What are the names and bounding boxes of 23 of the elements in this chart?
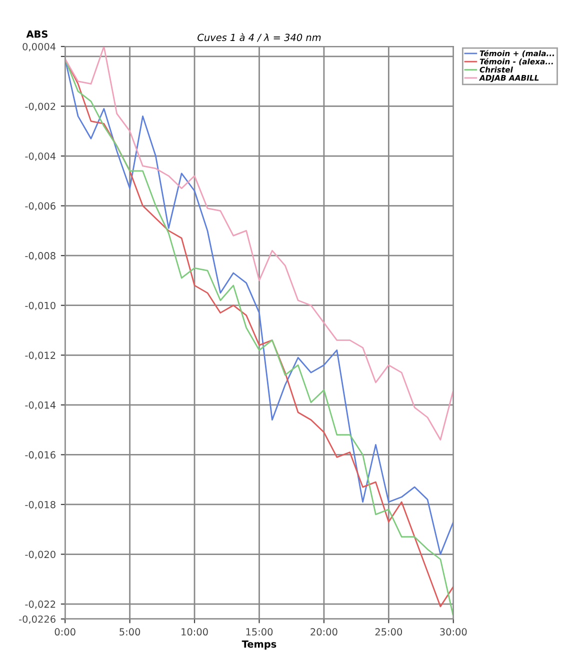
y-tick-label: -0,012 — [25, 352, 56, 360]
y-tick-label: -0,018 — [25, 500, 56, 510]
x-tick-label: 5:00 — [120, 628, 140, 636]
y-tick-label: -0,006 — [25, 202, 56, 211]
y-tick-label: -0,016 — [25, 451, 56, 460]
y-tick-label: -0,004 — [25, 152, 56, 161]
y-axis-title: ABS — [26, 30, 48, 38]
y-tick-label: 0,0004 — [22, 42, 56, 52]
chart-title: Cuves 1 à 4 / λ = 340 nm — [198, 33, 321, 42]
y-tick-label: -0,022 — [25, 600, 56, 609]
y-tick-label: -0,014 — [25, 401, 56, 410]
y-tick-label: -0,008 — [25, 252, 56, 260]
x-tick-label: 15:00 — [246, 628, 273, 636]
x-tick-label: 0:00 — [54, 628, 76, 636]
y-tick-label: -0,010 — [25, 302, 56, 310]
x-tick-label: 25:00 — [375, 628, 402, 636]
y-tick-label: -0,002 — [25, 102, 56, 112]
x-axis-title: Temps — [242, 640, 276, 650]
y-tick-label: -0,020 — [25, 550, 56, 560]
y-tick-label: -0,0226 — [19, 615, 56, 624]
x-tick-label: 10:00 — [182, 628, 208, 636]
x-tick-label: 30:00 — [440, 628, 467, 636]
x-tick-label: 20:00 — [310, 628, 338, 636]
